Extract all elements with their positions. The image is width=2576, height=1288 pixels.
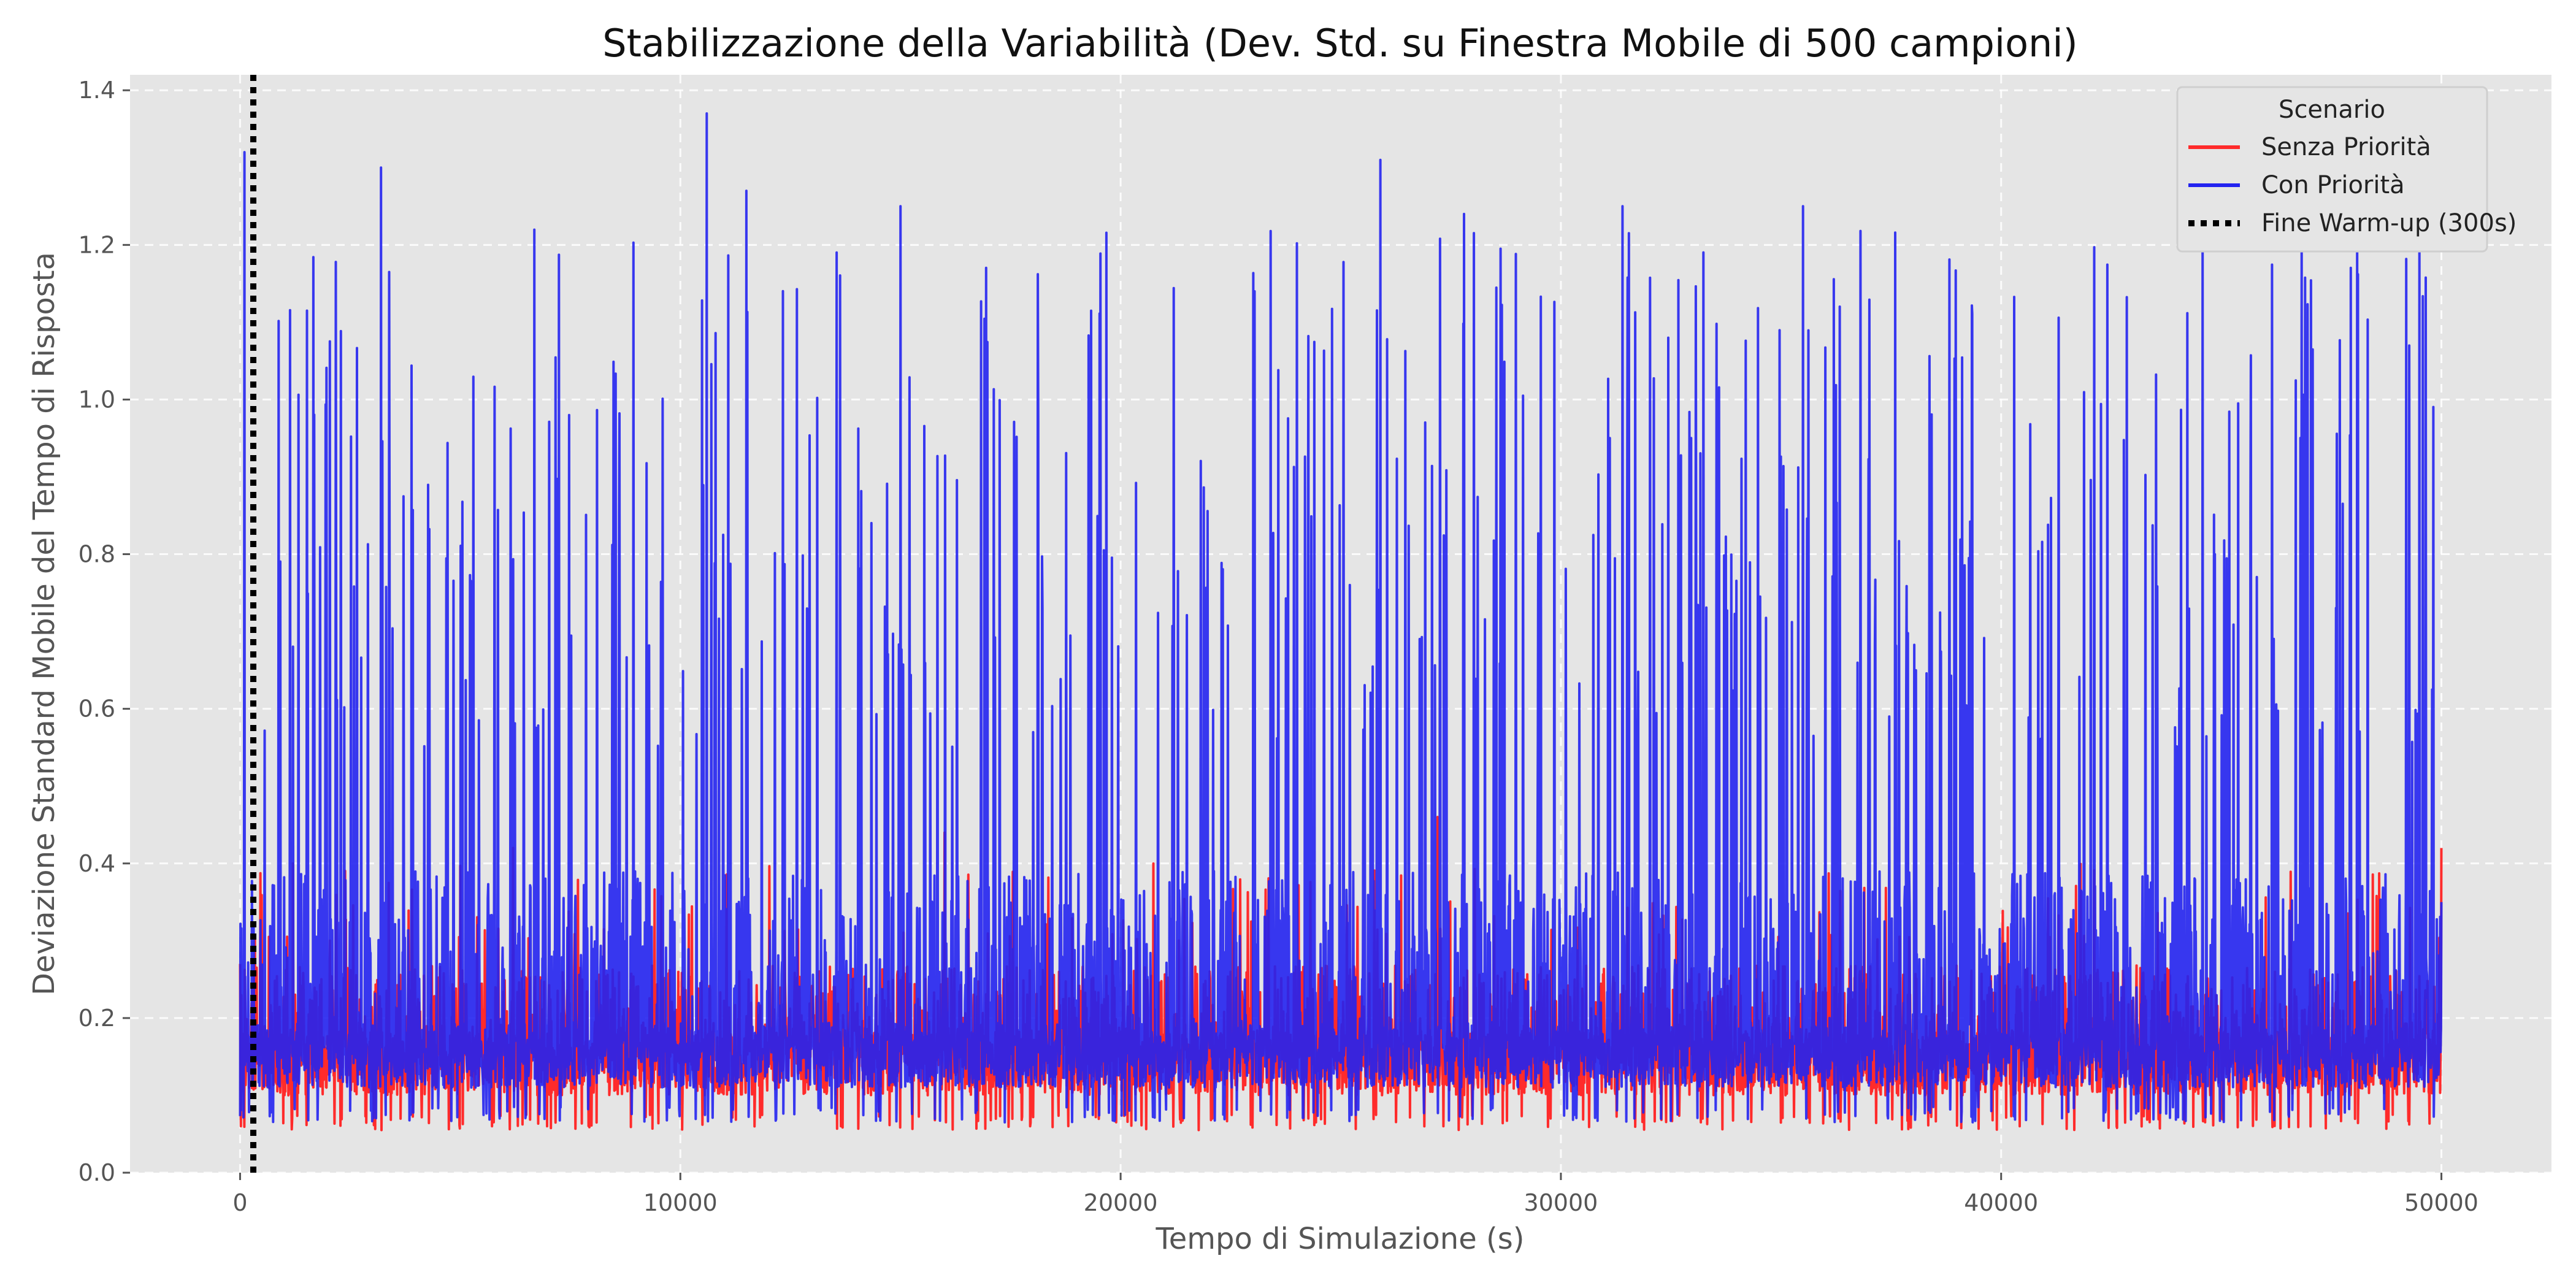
x-tick-label: 20000 (1084, 1189, 1158, 1216)
chart-title: Stabilizzazione della Variabilità (Dev. … (602, 21, 2077, 66)
x-axis-ticks: 0 10000 20000 30000 40000 50000 (232, 1173, 2478, 1216)
legend: Scenario Senza Priorità Con Priorità Fin… (2176, 86, 2517, 253)
y-tick-label: 0.4 (79, 850, 115, 877)
y-tick-label: 0.8 (79, 541, 115, 568)
legend-title: Scenario (2279, 96, 2385, 124)
legend-label-fine-warm-up: Fine Warm-up (300s) (2261, 209, 2517, 237)
y-tick-label: 0.0 (79, 1159, 115, 1186)
x-tick-label: 30000 (1524, 1189, 1598, 1216)
x-tick-label: 0 (232, 1189, 247, 1216)
legend-box (2176, 86, 2488, 253)
series-line-con-priorita (239, 112, 2443, 1124)
y-tick-label: 1.2 (79, 231, 115, 258)
x-tick-label: 10000 (643, 1189, 718, 1216)
legend-label-con-priorita: Con Priorità (2261, 171, 2405, 199)
legend-label-senza-priorita: Senza Priorità (2261, 133, 2431, 161)
y-axis-ticks: 0.0 0.2 0.4 0.6 0.8 1.0 1.2 1.4 (79, 77, 130, 1186)
x-axis-label: Tempo di Simulazione (s) (1156, 1222, 1525, 1256)
y-tick-label: 0.6 (79, 696, 115, 723)
y-tick-label: 1.4 (79, 77, 115, 104)
x-tick-label: 40000 (1964, 1189, 2038, 1216)
y-tick-label: 1.0 (79, 386, 115, 413)
series-layer (239, 75, 2443, 1173)
y-axis-label: Deviazione Standard Mobile del Tempo di … (27, 252, 61, 995)
y-tick-label: 0.2 (79, 1005, 115, 1032)
x-tick-label: 50000 (2404, 1189, 2478, 1216)
